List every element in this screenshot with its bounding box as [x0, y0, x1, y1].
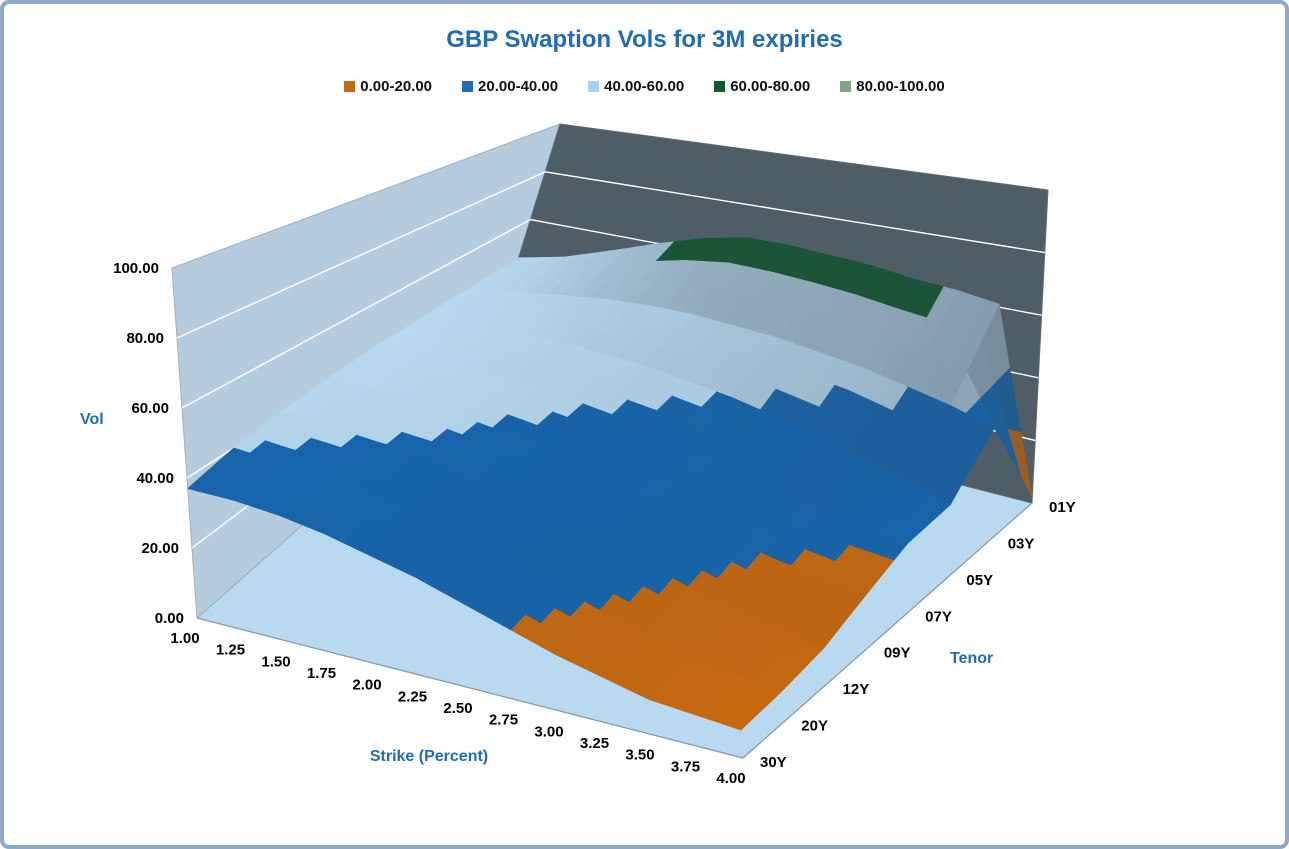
tenor-tick-label: 20Y [801, 718, 828, 735]
legend-label: 40.00-60.00 [604, 78, 685, 95]
vol-tick-label: 80.00 [126, 330, 164, 347]
legend-label: 60.00-80.00 [730, 78, 811, 95]
tenor-tick-label: 12Y [843, 681, 870, 698]
legend-swatch-icon [714, 81, 726, 92]
strike-tick-label: 3.50 [625, 747, 654, 764]
legend-item-80.00-100.00[interactable]: 80.00-100.00 [840, 78, 945, 95]
strike-tick-label: 1.25 [216, 642, 245, 659]
legend-label: 20.00-40.00 [478, 78, 559, 95]
chart-legend: 0.00-20.00 20.00-40.00 40.00-60.00 60.00-80… [0, 78, 1289, 95]
strike-tick-label: 4.00 [716, 770, 745, 787]
legend-swatch-icon [344, 81, 356, 92]
strike-tick-label: 2.75 [489, 712, 518, 729]
legend-item-0.00-20.00[interactable]: 0.00-20.00 [344, 78, 432, 95]
surface-cell [187, 474, 219, 493]
vol-axis-title: Vol [80, 411, 104, 428]
tenor-tick-label: 03Y [1008, 535, 1035, 552]
legend-item-60.00-80.00[interactable]: 60.00-80.00 [714, 78, 810, 95]
strike-tick-label: 3.75 [671, 758, 700, 775]
strike-tick-label: 2.25 [398, 688, 427, 705]
vol-tick-label: 0.00 [155, 610, 184, 627]
strike-tick-label: 3.25 [580, 735, 609, 752]
strike-tick-label: 2.00 [352, 677, 381, 694]
strike-tick-label: 1.50 [261, 653, 290, 670]
legend-swatch-icon [462, 81, 474, 92]
legend-item-20.00-40.00[interactable]: 20.00-40.00 [462, 78, 558, 95]
vol-tick-label: 20.00 [141, 540, 179, 557]
legend-item-40.00-60.00[interactable]: 40.00-60.00 [588, 78, 684, 95]
tenor-axis-title: Tenor [950, 650, 994, 667]
tenor-tick-label: 07Y [925, 608, 952, 625]
strike-tick-label: 3.00 [534, 723, 563, 740]
strike-axis-title: Strike (Percent) [369, 748, 489, 765]
left-wall-gridline [176, 171, 546, 339]
vol-tick-label: 60.00 [131, 400, 169, 417]
tenor-tick-label: 30Y [760, 754, 787, 771]
legend-label: 80.00-100.00 [856, 78, 945, 95]
vol-tick-label: 40.00 [136, 470, 174, 487]
vol-tick-label: 100.00 [113, 260, 159, 277]
left-wall-gridline [181, 218, 531, 409]
legend-swatch-icon [588, 81, 600, 92]
strike-tick-label: 2.50 [443, 700, 472, 717]
tenor-tick-label: 01Y [1049, 499, 1076, 516]
strike-tick-label: 1.75 [307, 665, 336, 682]
right-wall-gridline [545, 171, 1045, 254]
tenor-tick-label: 05Y [966, 572, 993, 589]
strike-axis-line [196, 617, 744, 759]
tenor-axis-line [742, 502, 1033, 759]
legend-swatch-icon [840, 81, 852, 92]
chart-title: GBP Swaption Vols for 3M expiries [446, 26, 843, 53]
strike-tick-label: 1.00 [170, 630, 199, 647]
tenor-tick-label: 09Y [884, 645, 911, 662]
legend-label: 0.00-20.00 [360, 78, 433, 95]
